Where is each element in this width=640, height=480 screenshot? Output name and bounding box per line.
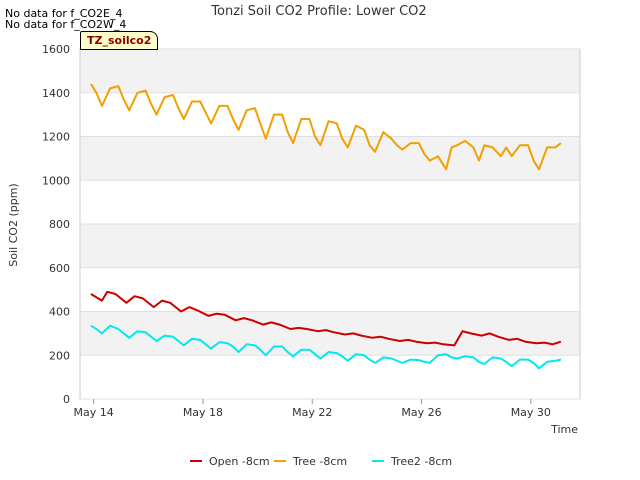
y-tick-label: 1400: [42, 87, 70, 100]
series-line-open-8cm: [90, 290, 562, 347]
y-tick-label: 0: [63, 393, 70, 406]
plot-band: [80, 49, 580, 93]
x-tick-labels: May 14 May 18 May 22 May 26 May 30: [74, 399, 551, 419]
x-tick-label: May 26: [401, 406, 441, 419]
y-tick-label: 1200: [42, 131, 70, 144]
y-axis-label: Soil CO2 (ppm): [7, 183, 20, 266]
y-tick-label: 800: [49, 218, 70, 231]
no-data-note: No data for f_CO2W_4: [5, 18, 127, 31]
y-tick-labels: 0 200 400 600 800 1000 1200 1400 1600: [42, 43, 70, 406]
plot-band: [80, 136, 580, 181]
plot-band: [80, 355, 580, 399]
y-tick-label: 1000: [42, 174, 70, 187]
chart-title: Tonzi Soil CO2 Profile: Lower CO2: [210, 4, 426, 19]
series-lines: [90, 83, 562, 370]
y-tick-label: 1600: [42, 43, 70, 56]
x-tick-label: May 14: [74, 406, 114, 419]
legend-label[interactable]: Open -8cm: [209, 455, 270, 468]
plot-band: [80, 311, 580, 356]
y-tick-label: 200: [49, 349, 70, 362]
legend-label[interactable]: Tree2 -8cm: [390, 455, 452, 468]
y-tick-label: 600: [49, 262, 70, 275]
x-tick-label: May 30: [511, 406, 551, 419]
plot-band: [80, 224, 580, 268]
legend: Open -8cm Tree -8cm Tree2 -8cm: [190, 455, 452, 468]
grid: [80, 48, 580, 400]
plot-band: [80, 180, 580, 224]
site-label-badge[interactable]: TZ_soilco2: [80, 31, 159, 50]
no-data-note: No data for f_CO2E_4: [5, 7, 123, 20]
plot-band: [80, 92, 580, 137]
y-tick-label: 400: [49, 306, 70, 319]
legend-label[interactable]: Tree -8cm: [292, 455, 347, 468]
x-axis-label: Time: [550, 423, 578, 436]
x-tick-label: May 22: [292, 406, 332, 419]
x-tick-label: May 18: [183, 406, 223, 419]
series-line-tree2-8cm: [90, 324, 562, 370]
plot-band: [80, 267, 580, 312]
series-line-tree-8cm: [90, 83, 562, 171]
plot-bands: [80, 49, 580, 399]
